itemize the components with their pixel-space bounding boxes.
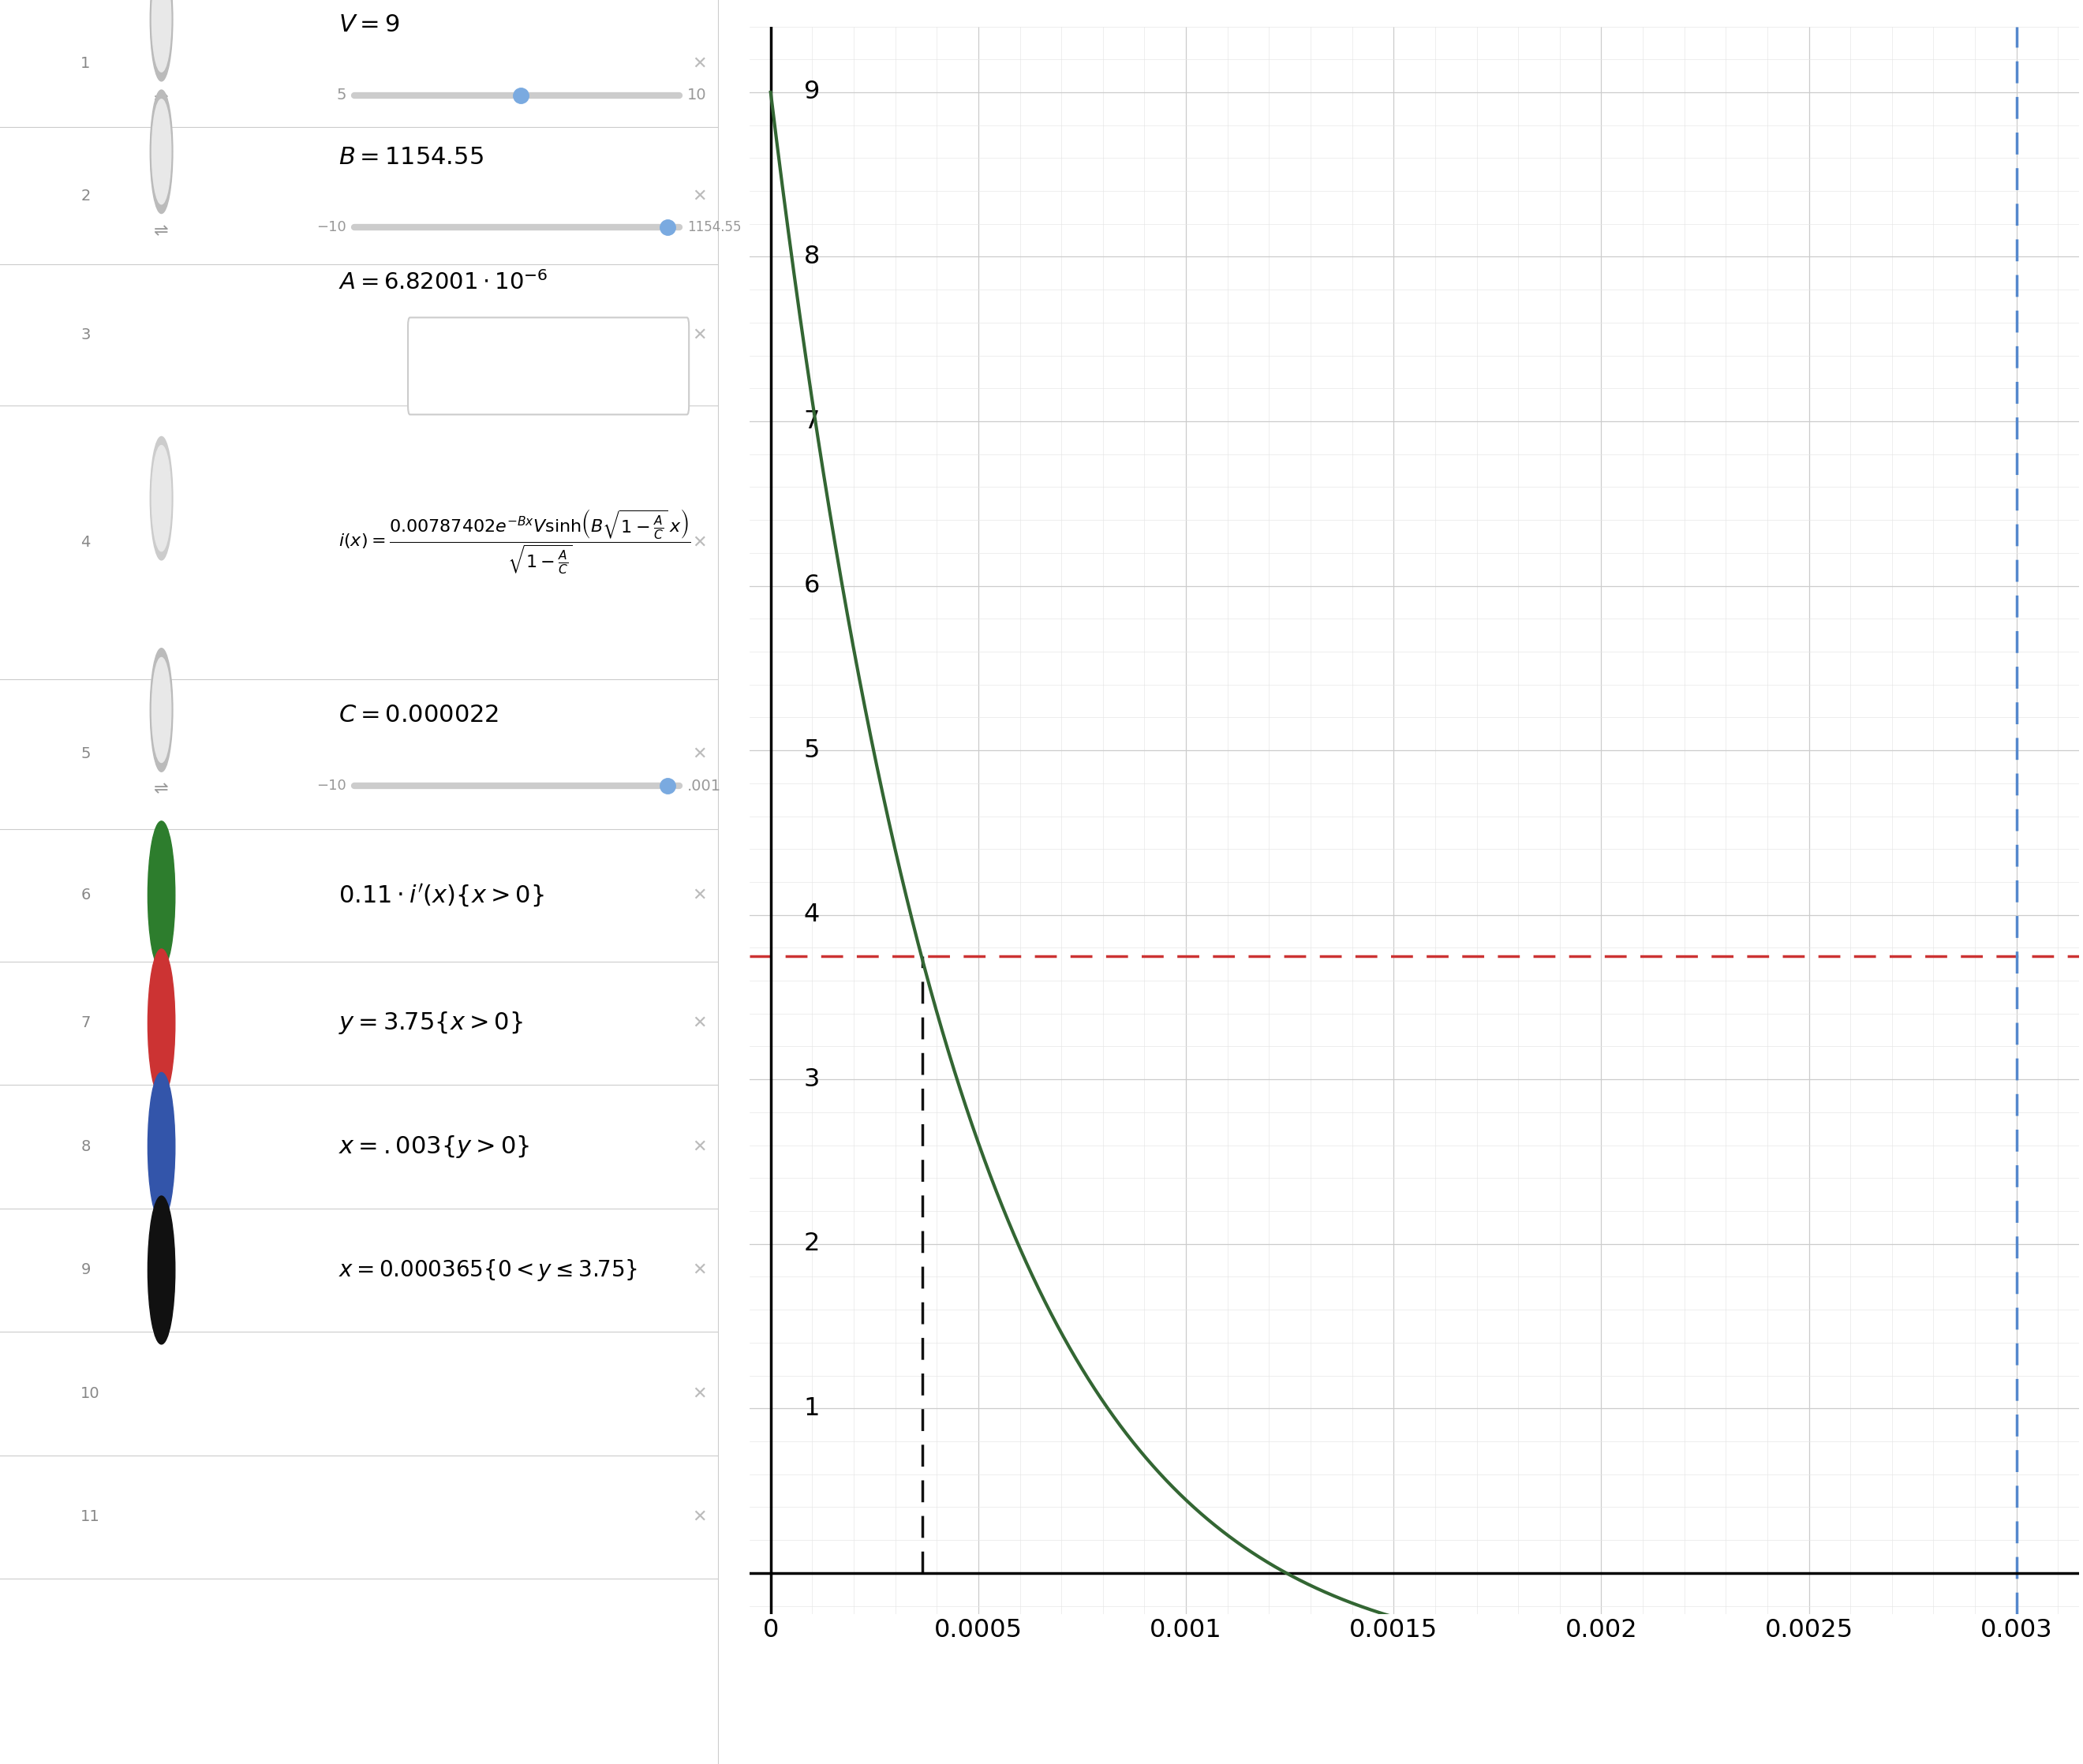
Text: $B = 1154.55$: $B = 1154.55$ <box>340 146 483 168</box>
Text: 4: 4 <box>81 534 90 550</box>
Text: ✕: ✕ <box>692 534 706 550</box>
Text: 2: 2 <box>804 1231 821 1256</box>
Text: $A = 6.82001 \cdot 10^{-6}$: $A = 6.82001 \cdot 10^{-6}$ <box>340 270 548 295</box>
Text: 1: 1 <box>81 56 90 71</box>
Text: ✕: ✕ <box>692 1387 706 1401</box>
Text: ✕: ✕ <box>692 887 706 903</box>
Circle shape <box>148 1073 175 1221</box>
Text: 4: 4 <box>804 903 821 928</box>
Text: 10: 10 <box>687 88 706 102</box>
Text: $C = 0.000022$: $C = 0.000022$ <box>340 704 500 727</box>
Text: 5: 5 <box>804 737 821 762</box>
Text: $y = 3.75\{x > 0\}$: $y = 3.75\{x > 0\}$ <box>340 1011 523 1035</box>
Circle shape <box>150 0 173 81</box>
Text: ✕: ✕ <box>692 1263 706 1277</box>
Text: $x = 0.000365\{0 < y \leq 3.75\}$: $x = 0.000365\{0 < y \leq 3.75\}$ <box>340 1258 637 1282</box>
Circle shape <box>152 0 171 72</box>
Text: .001: .001 <box>687 778 721 794</box>
Text: ✕: ✕ <box>692 328 706 342</box>
Text: 6: 6 <box>804 573 821 598</box>
Text: 6: 6 <box>81 887 90 903</box>
Text: ✕: ✕ <box>692 1140 706 1154</box>
Circle shape <box>148 1196 175 1344</box>
Text: 11: 11 <box>81 1510 100 1524</box>
Text: ✕: ✕ <box>692 189 706 203</box>
Circle shape <box>150 90 173 213</box>
Text: ⇌: ⇌ <box>154 781 169 797</box>
Text: 9: 9 <box>804 79 821 104</box>
Text: 8: 8 <box>804 245 821 270</box>
Text: ⇌: ⇌ <box>154 92 169 106</box>
Text: ✕: ✕ <box>692 1016 706 1030</box>
Text: $A \ = \ 0.00000682001$: $A \ = \ 0.00000682001$ <box>456 358 642 374</box>
Circle shape <box>148 949 175 1097</box>
Text: ⇌: ⇌ <box>154 224 169 238</box>
Circle shape <box>150 436 173 561</box>
Text: 7: 7 <box>804 409 821 434</box>
Text: −10: −10 <box>317 778 346 794</box>
Circle shape <box>150 649 173 773</box>
Circle shape <box>152 445 171 550</box>
Text: $i(x) = \dfrac{0.00787402e^{-Bx}V\sinh\!\left(B\sqrt{1-\frac{A}{C}}\,x\right)}{\: $i(x) = \dfrac{0.00787402e^{-Bx}V\sinh\!… <box>340 508 692 577</box>
Text: $0.11 \cdot i'(x)\{x > 0\}$: $0.11 \cdot i'(x)\{x > 0\}$ <box>340 882 544 908</box>
Text: 7: 7 <box>81 1016 90 1030</box>
Text: 1: 1 <box>804 1395 821 1420</box>
Text: 5: 5 <box>81 746 90 762</box>
Text: $x = .003\{y > 0\}$: $x = .003\{y > 0\}$ <box>340 1134 529 1159</box>
Circle shape <box>152 658 171 762</box>
Text: 3: 3 <box>804 1067 821 1092</box>
Text: 9: 9 <box>81 1263 90 1277</box>
Text: ✕: ✕ <box>692 746 706 762</box>
Circle shape <box>148 822 175 970</box>
Text: 10: 10 <box>81 1387 100 1401</box>
Text: ✕: ✕ <box>692 56 706 71</box>
Text: 2: 2 <box>81 189 90 203</box>
Text: 8: 8 <box>81 1140 90 1154</box>
Circle shape <box>152 99 171 205</box>
Text: 3: 3 <box>81 328 90 342</box>
Text: ✕: ✕ <box>692 1510 706 1524</box>
FancyBboxPatch shape <box>408 318 689 415</box>
Text: $V = 9$: $V = 9$ <box>340 14 400 35</box>
Text: 1154.55: 1154.55 <box>687 220 742 235</box>
Text: 5: 5 <box>337 88 346 102</box>
Text: −10: −10 <box>317 220 346 235</box>
